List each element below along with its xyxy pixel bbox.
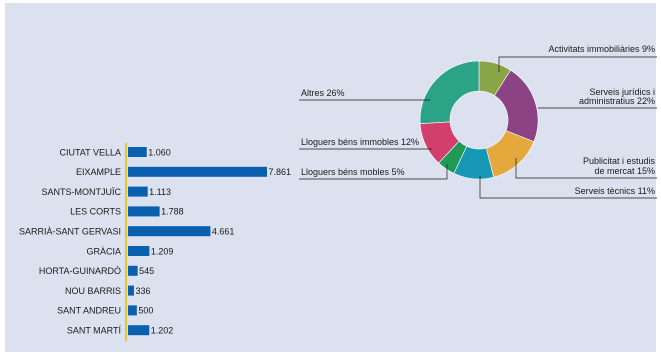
value-label: 1.113 — [149, 187, 171, 197]
category-label: CIUTAT VELLA — [59, 147, 121, 157]
bar — [128, 285, 134, 296]
bar — [128, 246, 150, 256]
leader-line — [299, 164, 448, 180]
value-label: 1.209 — [151, 246, 174, 256]
bar — [128, 206, 160, 217]
value-label: 7.861 — [269, 167, 292, 177]
chart-panel — [5, 3, 656, 352]
slice-label: administratius 22% — [579, 96, 655, 106]
slice-label: Activitats immobiliàries 9% — [548, 44, 655, 54]
category-label: HORTA-GUINARDÓ — [39, 266, 121, 276]
category-label: SANT MARTÍ — [67, 326, 122, 336]
category-label: LES CORTS — [70, 207, 121, 217]
value-label: 1.202 — [151, 326, 174, 336]
leader-line — [498, 56, 657, 72]
donut-slice — [419, 60, 480, 125]
bar — [128, 226, 211, 237]
category-label: NOU BARRIS — [65, 286, 121, 296]
slice-label: Serveis tècnics 11% — [575, 186, 655, 196]
category-label: EIXAMPLE — [76, 167, 121, 177]
value-label: 1.788 — [161, 207, 184, 217]
value-label: 545 — [139, 266, 154, 276]
slice-label: Serveis jurídics i — [589, 87, 655, 97]
slice-label: Altres 26% — [301, 88, 345, 98]
bar — [128, 186, 148, 197]
slice-label: de mercat 15% — [594, 166, 655, 176]
value-label: 500 — [138, 306, 153, 316]
slice-label: Lloguers béns mobles 5% — [301, 167, 405, 177]
category-label: SARRIÀ-SANT GERVASI — [19, 227, 121, 237]
category-label: SANT ANDREU — [57, 306, 121, 316]
leader-line — [479, 176, 657, 199]
value-label: 336 — [135, 286, 150, 296]
leader-line — [515, 158, 657, 179]
activity-donut-chart — [419, 60, 539, 180]
value-label: 1.060 — [148, 147, 171, 157]
slice-label: Lloguers béns immobles 12% — [301, 137, 419, 147]
slice-label: Publicitat i estudis — [583, 156, 656, 166]
bar — [128, 265, 138, 276]
category-label: SANTS-MONTJUÏC — [42, 187, 122, 197]
bar — [128, 147, 147, 157]
district-bar-chart: CIUTAT VELLA 1.060 EIXAMPLE 7.861 SANTS-MONT… — [19, 143, 291, 341]
donut-annotations: Activitats immobiliàries 9% Serveis juríd… — [299, 44, 657, 199]
bar — [128, 325, 150, 336]
value-label: 4.661 — [212, 227, 235, 237]
category-label: GRÀCIA — [86, 246, 121, 256]
bar — [128, 166, 267, 177]
bar — [128, 305, 137, 316]
